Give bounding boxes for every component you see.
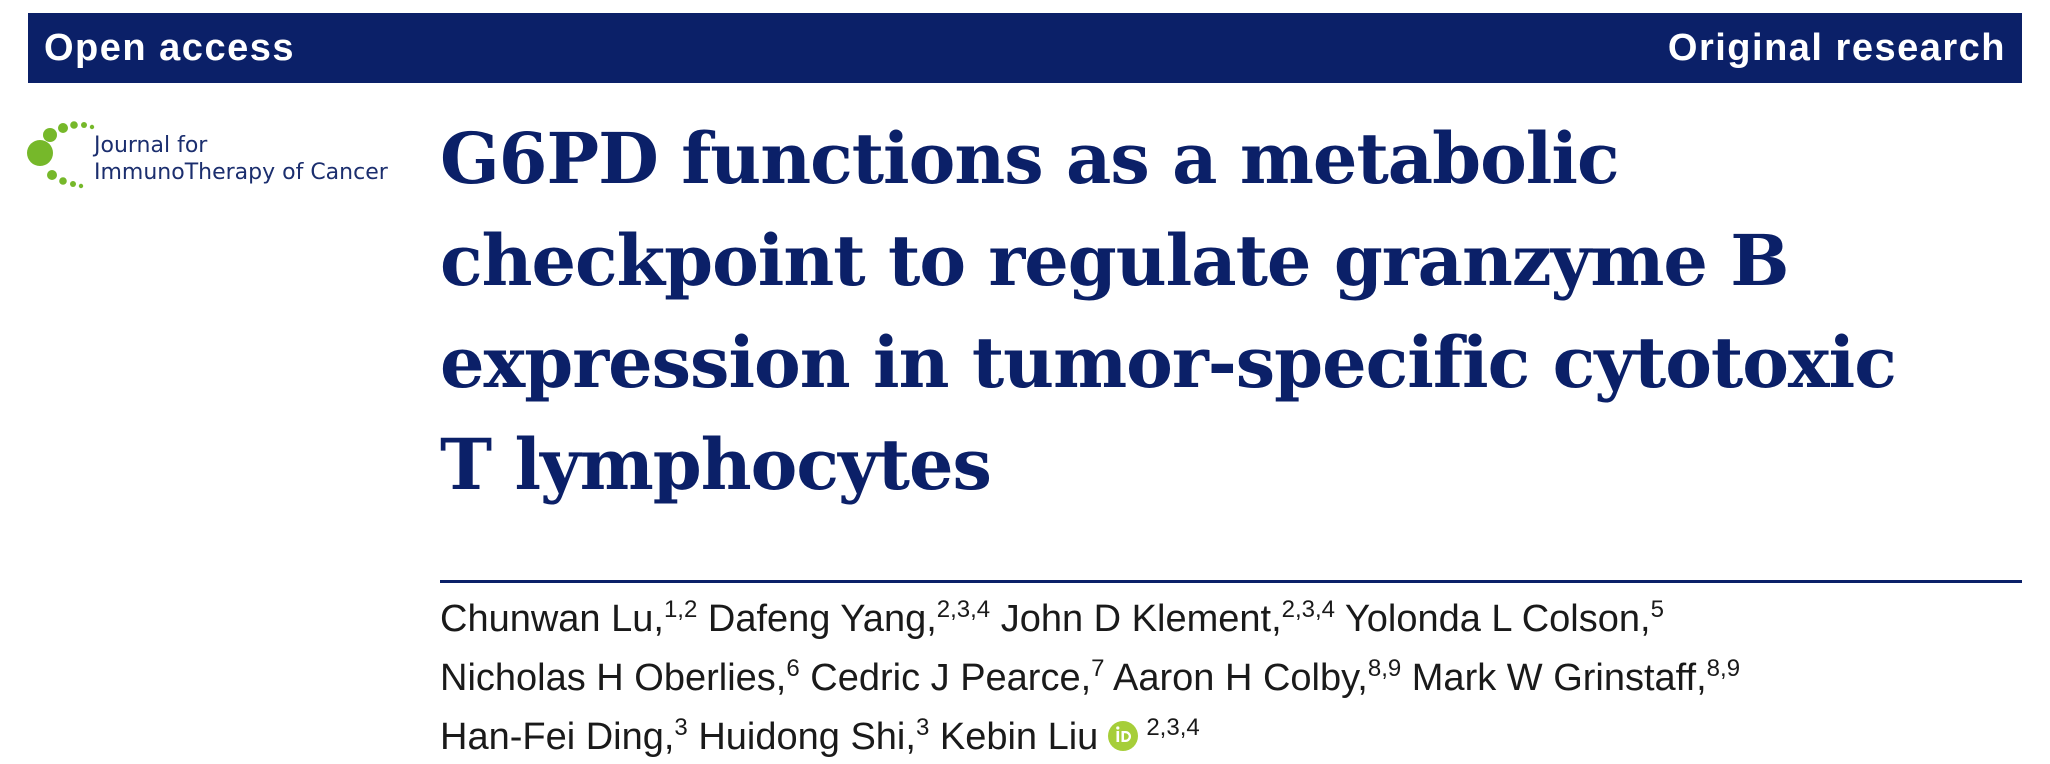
author-name: Dafeng Yang, (707, 598, 937, 640)
author-name: John D Klement, (1000, 598, 1282, 640)
title-divider (440, 580, 2022, 583)
orcid-icon[interactable] (1108, 720, 1139, 751)
author-affiliation: 3 (674, 714, 688, 741)
title-line: expression in tumor-specific cytotoxic (440, 321, 1897, 404)
author-line: Chunwan Lu,1,2 Dafeng Yang,2,3,4 John D … (440, 592, 2022, 651)
author-name: Han-Fei Ding, (440, 716, 675, 758)
author-affiliation: 8,9 (1367, 655, 1402, 682)
author-affiliation: 2,3,4 (1146, 714, 1200, 741)
top-banner: Open access Original research (28, 13, 2022, 83)
author-affiliation: 6 (786, 655, 800, 682)
journal-name-line2: ImmunoTherapy of Cancer (94, 160, 388, 185)
article-type-label: Original research (1667, 26, 2006, 69)
author-affiliation: 2,3,4 (1281, 596, 1336, 623)
title-line: G6PD functions as a metabolic (440, 117, 1620, 200)
journal-logo-icon (27, 121, 95, 189)
author-affiliation: 2,3,4 (936, 596, 991, 623)
author-name: Yolonda L Colson, (1344, 598, 1651, 640)
author-name: Huidong Shi, (698, 716, 916, 758)
author-list: Chunwan Lu,1,2 Dafeng Yang,2,3,4 John D … (440, 592, 2022, 764)
author-affiliation: 3 (915, 714, 930, 741)
journal-name-line1: Journal for (94, 133, 208, 158)
title-line: T lymphocytes (440, 423, 992, 506)
author-line: Nicholas H Oberlies,6 Cedric J Pearce,7 … (440, 651, 2022, 710)
author-line: Han-Fei Ding,3 Huidong Shi,3 Kebin Liu 2,… (440, 710, 2022, 764)
open-access-label: Open access (44, 26, 295, 69)
journal-logo: Journal for ImmunoTherapy of Cancer (26, 120, 406, 200)
author-affiliation: 7 (1091, 655, 1105, 682)
author-name: Nicholas H Oberlies, (440, 657, 787, 699)
title-line: checkpoint to regulate granzyme B (440, 219, 1789, 302)
author-name: Chunwan Lu, (440, 598, 664, 640)
author-affiliation: 5 (1650, 596, 1664, 623)
author-name: Kebin Liu (939, 716, 1099, 758)
author-name: Mark W Grinstaff, (1411, 657, 1707, 699)
author-name: Cedric J Pearce, (810, 657, 1092, 699)
author-name: Aaron H Colby, (1112, 657, 1368, 699)
article-title: G6PD functions as a metabolic checkpoint… (440, 108, 2000, 516)
author-affiliation: 1,2 (663, 596, 698, 623)
author-affiliation: 8,9 (1706, 655, 1741, 682)
